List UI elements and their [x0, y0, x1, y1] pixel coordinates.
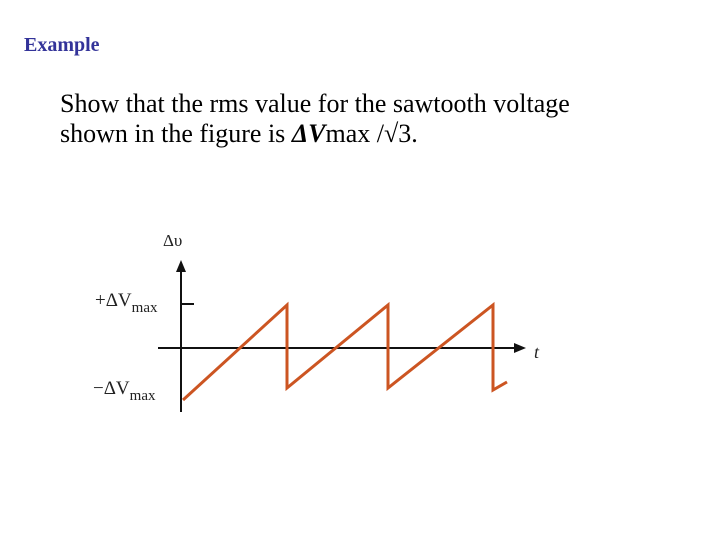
symbol: ΔV	[291, 119, 326, 148]
sawtooth	[181, 301, 508, 402]
label-text: +ΔV	[95, 290, 132, 311]
text-line: shown in the figure is ΔVmax /√3.	[60, 119, 570, 149]
axis-label: Δυ	[163, 231, 182, 250]
subscript: max	[132, 300, 158, 316]
text-part: shown in the figure is	[60, 119, 292, 148]
axis-label: t	[534, 342, 540, 362]
label-text: −ΔV	[93, 378, 130, 399]
text-line: Show that the rms value for the sawtooth…	[60, 89, 570, 118]
arrow	[176, 260, 186, 272]
heading: Example	[24, 34, 100, 56]
level-label: +ΔVmax	[95, 290, 158, 316]
level-label: −ΔVmax	[93, 378, 156, 404]
subscript: max	[130, 388, 156, 404]
body-text: Show that the rms value for the sawtooth…	[60, 89, 570, 149]
text-part: max /√3.	[325, 119, 418, 148]
arrow	[514, 343, 526, 353]
